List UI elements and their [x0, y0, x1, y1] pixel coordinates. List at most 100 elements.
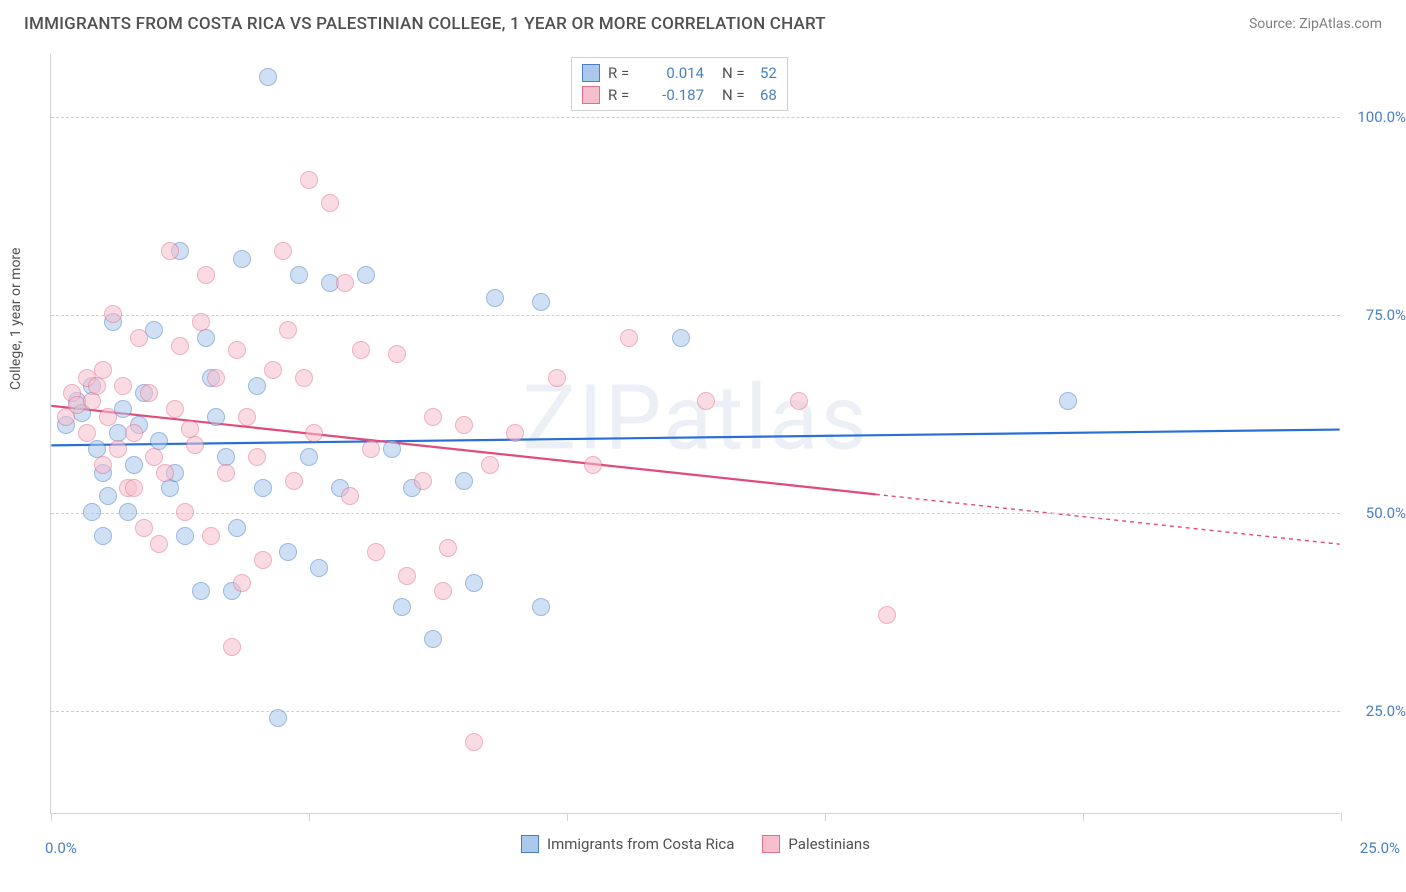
y-tick-label: 75.0%: [1366, 306, 1406, 324]
data-point: [233, 574, 251, 592]
data-point: [357, 266, 375, 284]
r-value: 0.014: [646, 64, 704, 82]
legend-series-item: Palestinians: [762, 835, 870, 853]
data-point: [94, 527, 112, 545]
data-point: [150, 535, 168, 553]
data-point: [362, 440, 380, 458]
x-tick: [51, 813, 52, 821]
x-tick: [567, 813, 568, 821]
data-point: [388, 345, 406, 363]
legend-swatch: [582, 86, 600, 104]
data-point: [486, 289, 504, 307]
data-point: [186, 436, 204, 454]
chart-source: Source: ZipAtlas.com: [1249, 16, 1382, 32]
legend-correlation-box: R =0.014N =52R =-0.187N =68: [571, 57, 788, 111]
data-point: [383, 440, 401, 458]
data-point: [176, 527, 194, 545]
data-point: [88, 377, 106, 395]
gridline-h: [51, 315, 1340, 316]
data-point: [130, 329, 148, 347]
data-point: [202, 527, 220, 545]
data-point: [439, 539, 457, 557]
data-point: [119, 503, 137, 521]
data-point: [264, 361, 282, 379]
data-point: [424, 630, 442, 648]
data-point: [321, 194, 339, 212]
watermark: ZIPatlas: [522, 366, 868, 471]
chart-title: IMMIGRANTS FROM COSTA RICA VS PALESTINIA…: [24, 14, 826, 34]
data-point: [532, 598, 550, 616]
data-point: [584, 456, 602, 474]
data-point: [790, 392, 808, 410]
chart-header: IMMIGRANTS FROM COSTA RICA VS PALESTINIA…: [0, 0, 1406, 44]
data-point: [548, 369, 566, 387]
y-tick-label: 25.0%: [1366, 702, 1406, 720]
data-point: [290, 266, 308, 284]
data-point: [94, 361, 112, 379]
data-point: [156, 464, 174, 482]
data-point: [434, 582, 452, 600]
data-point: [228, 341, 246, 359]
data-point: [99, 408, 117, 426]
data-point: [279, 321, 297, 339]
data-point: [300, 448, 318, 466]
data-point: [254, 479, 272, 497]
legend-swatch: [521, 835, 539, 853]
r-value: -0.187: [646, 86, 704, 104]
data-point: [135, 519, 153, 537]
legend-series: Immigrants from Costa Rica Palestinians: [51, 835, 1340, 853]
x-tick-label: 0.0%: [45, 839, 77, 857]
gridline-h: [51, 117, 1340, 118]
data-point: [259, 68, 277, 86]
data-point: [207, 408, 225, 426]
data-point: [207, 369, 225, 387]
data-point: [161, 479, 179, 497]
x-tick: [309, 813, 310, 821]
data-point: [465, 733, 483, 751]
legend-series-item: Immigrants from Costa Rica: [521, 835, 734, 853]
r-label: R =: [608, 64, 638, 82]
legend-series-label: Immigrants from Costa Rica: [547, 835, 734, 853]
data-point: [414, 472, 432, 490]
data-point: [223, 638, 241, 656]
data-point: [248, 377, 266, 395]
data-point: [197, 329, 215, 347]
data-point: [125, 479, 143, 497]
data-point: [1059, 392, 1077, 410]
data-point: [99, 487, 117, 505]
n-value: 68: [760, 86, 777, 104]
legend-series-label: Palestinians: [788, 835, 870, 853]
data-point: [181, 420, 199, 438]
x-tick: [1083, 813, 1084, 821]
data-point: [192, 313, 210, 331]
data-point: [83, 503, 101, 521]
data-point: [295, 369, 313, 387]
legend-correlation-row: R =0.014N =52: [582, 62, 777, 84]
data-point: [233, 250, 251, 268]
data-point: [83, 392, 101, 410]
x-tick: [825, 813, 826, 821]
data-point: [114, 377, 132, 395]
data-point: [140, 384, 158, 402]
data-point: [481, 456, 499, 474]
data-point: [248, 448, 266, 466]
data-point: [161, 242, 179, 260]
data-point: [506, 424, 524, 442]
y-tick-label: 50.0%: [1366, 504, 1406, 522]
data-point: [228, 519, 246, 537]
data-point: [78, 424, 96, 442]
gridline-h: [51, 513, 1340, 514]
data-point: [171, 337, 189, 355]
data-point: [697, 392, 715, 410]
data-point: [109, 440, 127, 458]
data-point: [300, 171, 318, 189]
data-point: [285, 472, 303, 490]
data-point: [398, 567, 416, 585]
data-point: [620, 329, 638, 347]
data-point: [217, 464, 235, 482]
data-point: [94, 456, 112, 474]
data-point: [455, 416, 473, 434]
data-point: [104, 305, 122, 323]
correlation-scatter-chart: ZIPatlas R =0.014N =52R =-0.187N =68 Imm…: [50, 54, 1340, 814]
legend-swatch: [582, 64, 600, 82]
